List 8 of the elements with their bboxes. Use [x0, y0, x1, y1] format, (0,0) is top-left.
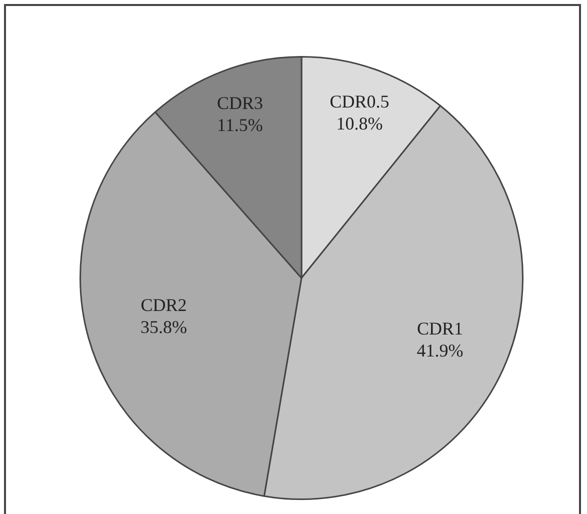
slice-label: CDR3	[216, 92, 263, 113]
data-label: 10.8%	[336, 114, 383, 134]
slice-label: CDR1	[417, 318, 464, 338]
data-label: 11.5%	[217, 114, 263, 135]
data-label: 41.9%	[416, 340, 464, 360]
data-label: 35.8%	[140, 316, 188, 337]
slice-label: CDR2	[140, 294, 187, 315]
slice-label: CDR0.5	[330, 92, 390, 112]
